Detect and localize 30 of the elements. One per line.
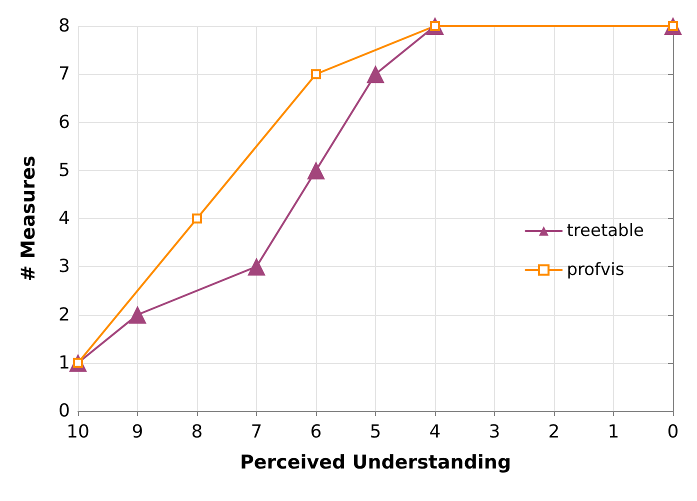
x-tick-label: 9 [132,422,144,442]
x-axis-title: Perceived Understanding [240,452,512,474]
point [128,306,146,324]
point [366,65,384,84]
point [307,161,325,180]
x-tick-label: 10 [66,422,90,442]
y-tick-label: 7 [58,64,70,85]
x-tick-label: 8 [191,422,203,442]
x-tick-label: 4 [429,422,441,442]
y-tick-label: 3 [58,256,70,278]
x-tick-label: 0 [667,422,679,442]
x-tick-label: 5 [370,422,382,442]
x-tick-label: 1 [608,422,620,442]
y-tick-label: 1 [58,352,70,374]
point [192,214,202,224]
y-tick-label: 2 [58,304,70,326]
y-tick-label: 6 [58,112,70,133]
x-tick-label: 3 [488,422,500,442]
x-tick-label: 6 [310,422,322,442]
x-tick-label: 7 [250,422,262,442]
y-axis-title: # Measures [18,156,40,282]
x-tick-label: 2 [548,422,560,442]
point [248,258,266,276]
legend-label: treetable [566,221,644,241]
point [311,69,321,80]
legend-label: profvis [566,260,624,280]
y-tick-label: 8 [58,16,70,36]
y-tick-label: 0 [58,400,70,422]
y-tick-label: 4 [58,208,70,229]
y-tick-label: 5 [58,160,70,181]
